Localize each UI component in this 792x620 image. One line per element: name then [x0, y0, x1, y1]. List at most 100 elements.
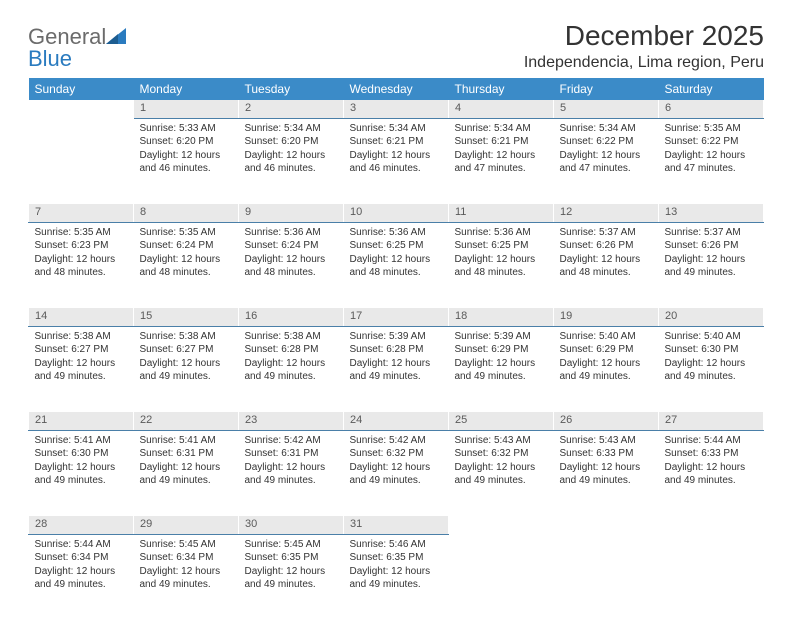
day-content-line: Daylight: 12 hours and 47 minutes. — [665, 149, 758, 176]
day-content-cell — [554, 534, 659, 620]
day-number-cell: 31 — [344, 516, 449, 534]
day-number-cell: 27 — [659, 412, 764, 430]
day-content-cell: Sunrise: 5:41 AMSunset: 6:31 PMDaylight:… — [134, 430, 239, 516]
logo-triangle-icon — [106, 26, 126, 48]
day-number-cell: 4 — [449, 100, 554, 118]
day-content-line: Daylight: 12 hours and 47 minutes. — [455, 149, 548, 176]
brand-logo: General Blue — [28, 20, 126, 70]
day-content-line: Sunset: 6:22 PM — [665, 135, 758, 149]
day-content-line: Daylight: 12 hours and 48 minutes. — [455, 253, 548, 280]
day-content-line: Sunset: 6:27 PM — [35, 343, 128, 357]
day-content-cell: Sunrise: 5:39 AMSunset: 6:28 PMDaylight:… — [344, 326, 449, 412]
day-content-line: Sunset: 6:35 PM — [245, 551, 338, 565]
day-content-line: Daylight: 12 hours and 46 minutes. — [350, 149, 443, 176]
day-content-line: Daylight: 12 hours and 49 minutes. — [560, 357, 653, 384]
day-content-line: Daylight: 12 hours and 48 minutes. — [35, 253, 128, 280]
day-content-line: Daylight: 12 hours and 49 minutes. — [35, 565, 128, 592]
day-content-line: Sunset: 6:29 PM — [560, 343, 653, 357]
day-content-line: Daylight: 12 hours and 49 minutes. — [665, 461, 758, 488]
day-content-cell: Sunrise: 5:44 AMSunset: 6:34 PMDaylight:… — [29, 534, 134, 620]
weekday-header: Wednesday — [344, 78, 449, 100]
day-content-line: Daylight: 12 hours and 49 minutes. — [350, 461, 443, 488]
day-content-cell: Sunrise: 5:43 AMSunset: 6:33 PMDaylight:… — [554, 430, 659, 516]
day-number-cell: 2 — [239, 100, 344, 118]
day-number-cell — [659, 516, 764, 534]
day-number-cell: 10 — [344, 204, 449, 222]
day-content-line: Daylight: 12 hours and 48 minutes. — [350, 253, 443, 280]
day-number-cell: 14 — [29, 308, 134, 326]
day-content-line: Sunrise: 5:42 AM — [350, 434, 443, 448]
day-content-line: Sunset: 6:33 PM — [560, 447, 653, 461]
month-title: December 2025 — [524, 20, 764, 52]
day-number-cell: 5 — [554, 100, 659, 118]
weekday-header: Tuesday — [239, 78, 344, 100]
day-content-line: Daylight: 12 hours and 49 minutes. — [350, 357, 443, 384]
day-number-row: 14151617181920 — [29, 308, 764, 326]
day-content-line: Sunset: 6:25 PM — [350, 239, 443, 253]
day-content-cell: Sunrise: 5:38 AMSunset: 6:28 PMDaylight:… — [239, 326, 344, 412]
day-number-cell: 26 — [554, 412, 659, 430]
day-number-cell — [554, 516, 659, 534]
day-content-cell: Sunrise: 5:38 AMSunset: 6:27 PMDaylight:… — [29, 326, 134, 412]
day-content-line: Sunset: 6:26 PM — [560, 239, 653, 253]
day-content-line: Sunset: 6:28 PM — [350, 343, 443, 357]
day-content-cell: Sunrise: 5:35 AMSunset: 6:24 PMDaylight:… — [134, 222, 239, 308]
day-number-cell: 23 — [239, 412, 344, 430]
day-number-cell: 3 — [344, 100, 449, 118]
title-block: December 2025 Independencia, Lima region… — [524, 20, 764, 72]
day-content-cell: Sunrise: 5:36 AMSunset: 6:25 PMDaylight:… — [344, 222, 449, 308]
day-content-line: Sunrise: 5:37 AM — [665, 226, 758, 240]
day-number-cell: 22 — [134, 412, 239, 430]
day-content-line: Sunset: 6:29 PM — [455, 343, 548, 357]
day-content-cell — [449, 534, 554, 620]
day-content-cell: Sunrise: 5:33 AMSunset: 6:20 PMDaylight:… — [134, 118, 239, 204]
day-content-line: Sunrise: 5:39 AM — [350, 330, 443, 344]
day-content-line: Daylight: 12 hours and 49 minutes. — [245, 565, 338, 592]
day-content-line: Daylight: 12 hours and 49 minutes. — [455, 357, 548, 384]
logo-text-block: General Blue — [28, 26, 126, 70]
day-content-cell: Sunrise: 5:35 AMSunset: 6:23 PMDaylight:… — [29, 222, 134, 308]
day-content-line: Sunset: 6:21 PM — [350, 135, 443, 149]
day-content-line: Sunrise: 5:36 AM — [455, 226, 548, 240]
day-content-line: Sunrise: 5:38 AM — [35, 330, 128, 344]
day-content-line: Daylight: 12 hours and 49 minutes. — [245, 357, 338, 384]
day-content-row: Sunrise: 5:44 AMSunset: 6:34 PMDaylight:… — [29, 534, 764, 620]
day-content-cell: Sunrise: 5:36 AMSunset: 6:24 PMDaylight:… — [239, 222, 344, 308]
day-content-line: Sunrise: 5:36 AM — [350, 226, 443, 240]
day-number-cell: 21 — [29, 412, 134, 430]
day-content-line: Sunrise: 5:33 AM — [140, 122, 233, 136]
day-content-row: Sunrise: 5:33 AMSunset: 6:20 PMDaylight:… — [29, 118, 764, 204]
day-content-line: Sunset: 6:30 PM — [665, 343, 758, 357]
day-number-row: 123456 — [29, 100, 764, 118]
logo-word-blue: Blue — [28, 46, 72, 71]
day-number-cell — [449, 516, 554, 534]
day-content-line: Sunset: 6:34 PM — [140, 551, 233, 565]
day-content-cell: Sunrise: 5:34 AMSunset: 6:21 PMDaylight:… — [344, 118, 449, 204]
day-content-line: Daylight: 12 hours and 47 minutes. — [560, 149, 653, 176]
day-content-cell: Sunrise: 5:34 AMSunset: 6:20 PMDaylight:… — [239, 118, 344, 204]
day-content-cell: Sunrise: 5:40 AMSunset: 6:29 PMDaylight:… — [554, 326, 659, 412]
day-number-row: 28293031 — [29, 516, 764, 534]
day-content-cell: Sunrise: 5:41 AMSunset: 6:30 PMDaylight:… — [29, 430, 134, 516]
day-number-cell: 16 — [239, 308, 344, 326]
day-content-line: Sunrise: 5:34 AM — [245, 122, 338, 136]
day-content-line: Sunset: 6:35 PM — [350, 551, 443, 565]
day-content-line: Daylight: 12 hours and 46 minutes. — [140, 149, 233, 176]
day-content-cell: Sunrise: 5:36 AMSunset: 6:25 PMDaylight:… — [449, 222, 554, 308]
day-content-line: Daylight: 12 hours and 49 minutes. — [455, 461, 548, 488]
day-content-cell: Sunrise: 5:38 AMSunset: 6:27 PMDaylight:… — [134, 326, 239, 412]
day-number-cell: 15 — [134, 308, 239, 326]
day-content-line: Daylight: 12 hours and 49 minutes. — [140, 357, 233, 384]
day-content-line: Sunrise: 5:38 AM — [140, 330, 233, 344]
weekday-header-row: Sunday Monday Tuesday Wednesday Thursday… — [29, 78, 764, 100]
day-number-cell: 18 — [449, 308, 554, 326]
day-content-cell: Sunrise: 5:37 AMSunset: 6:26 PMDaylight:… — [554, 222, 659, 308]
day-number-cell: 6 — [659, 100, 764, 118]
weekday-header: Sunday — [29, 78, 134, 100]
day-content-line: Sunrise: 5:34 AM — [455, 122, 548, 136]
day-content-line: Sunset: 6:24 PM — [140, 239, 233, 253]
day-number-cell: 29 — [134, 516, 239, 534]
day-content-line: Daylight: 12 hours and 49 minutes. — [350, 565, 443, 592]
day-content-line: Daylight: 12 hours and 49 minutes. — [140, 565, 233, 592]
day-content-line: Daylight: 12 hours and 49 minutes. — [35, 461, 128, 488]
